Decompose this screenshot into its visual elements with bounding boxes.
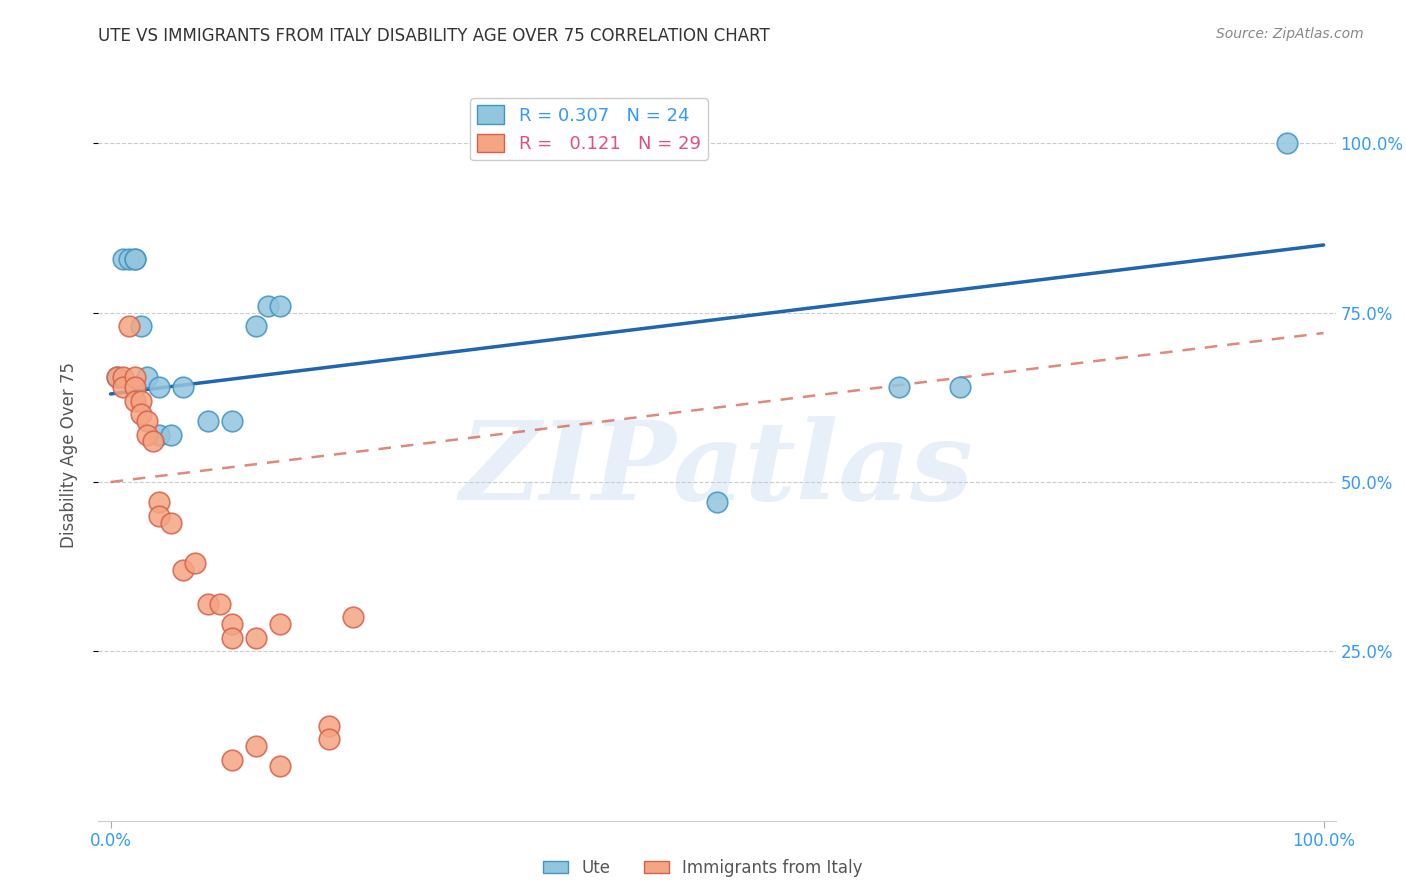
Point bbox=[160, 427, 183, 442]
Point bbox=[245, 739, 267, 753]
Point bbox=[142, 434, 165, 449]
Point bbox=[245, 319, 267, 334]
Point bbox=[148, 427, 170, 442]
Point bbox=[111, 252, 134, 266]
Point bbox=[129, 319, 152, 334]
Point bbox=[887, 380, 910, 394]
Point bbox=[160, 516, 183, 530]
Point bbox=[221, 617, 243, 632]
Point bbox=[318, 732, 340, 747]
Legend: Ute, Immigrants from Italy: Ute, Immigrants from Italy bbox=[537, 853, 869, 884]
Point bbox=[172, 380, 194, 394]
Point bbox=[105, 370, 128, 384]
Y-axis label: Disability Age Over 75: Disability Age Over 75 bbox=[59, 362, 77, 548]
Point bbox=[124, 393, 146, 408]
Point bbox=[257, 299, 280, 313]
Text: Source: ZipAtlas.com: Source: ZipAtlas.com bbox=[1216, 27, 1364, 41]
Point bbox=[124, 370, 146, 384]
Point bbox=[221, 631, 243, 645]
Point bbox=[129, 393, 152, 408]
Point bbox=[148, 508, 170, 523]
Point bbox=[136, 414, 159, 428]
Text: UTE VS IMMIGRANTS FROM ITALY DISABILITY AGE OVER 75 CORRELATION CHART: UTE VS IMMIGRANTS FROM ITALY DISABILITY … bbox=[98, 27, 770, 45]
Point bbox=[269, 759, 291, 773]
Point bbox=[949, 380, 972, 394]
Legend: R = 0.307   N = 24, R =   0.121   N = 29: R = 0.307 N = 24, R = 0.121 N = 29 bbox=[470, 98, 709, 161]
Point bbox=[245, 631, 267, 645]
Point bbox=[342, 610, 364, 624]
Point bbox=[124, 252, 146, 266]
Point bbox=[208, 597, 231, 611]
Point bbox=[197, 597, 219, 611]
Point bbox=[118, 319, 141, 334]
Point bbox=[269, 617, 291, 632]
Point bbox=[221, 753, 243, 767]
Point bbox=[221, 414, 243, 428]
Point bbox=[197, 414, 219, 428]
Point bbox=[706, 495, 728, 509]
Point bbox=[1275, 136, 1298, 151]
Point bbox=[148, 495, 170, 509]
Point bbox=[124, 252, 146, 266]
Point bbox=[269, 299, 291, 313]
Point bbox=[111, 380, 134, 394]
Point bbox=[318, 719, 340, 733]
Text: ZIPatlas: ZIPatlas bbox=[460, 416, 974, 524]
Point bbox=[129, 407, 152, 421]
Point bbox=[136, 427, 159, 442]
Point bbox=[148, 380, 170, 394]
Point bbox=[136, 370, 159, 384]
Point bbox=[184, 556, 207, 570]
Point bbox=[105, 370, 128, 384]
Point bbox=[124, 380, 146, 394]
Point bbox=[172, 563, 194, 577]
Point bbox=[118, 252, 141, 266]
Point bbox=[111, 370, 134, 384]
